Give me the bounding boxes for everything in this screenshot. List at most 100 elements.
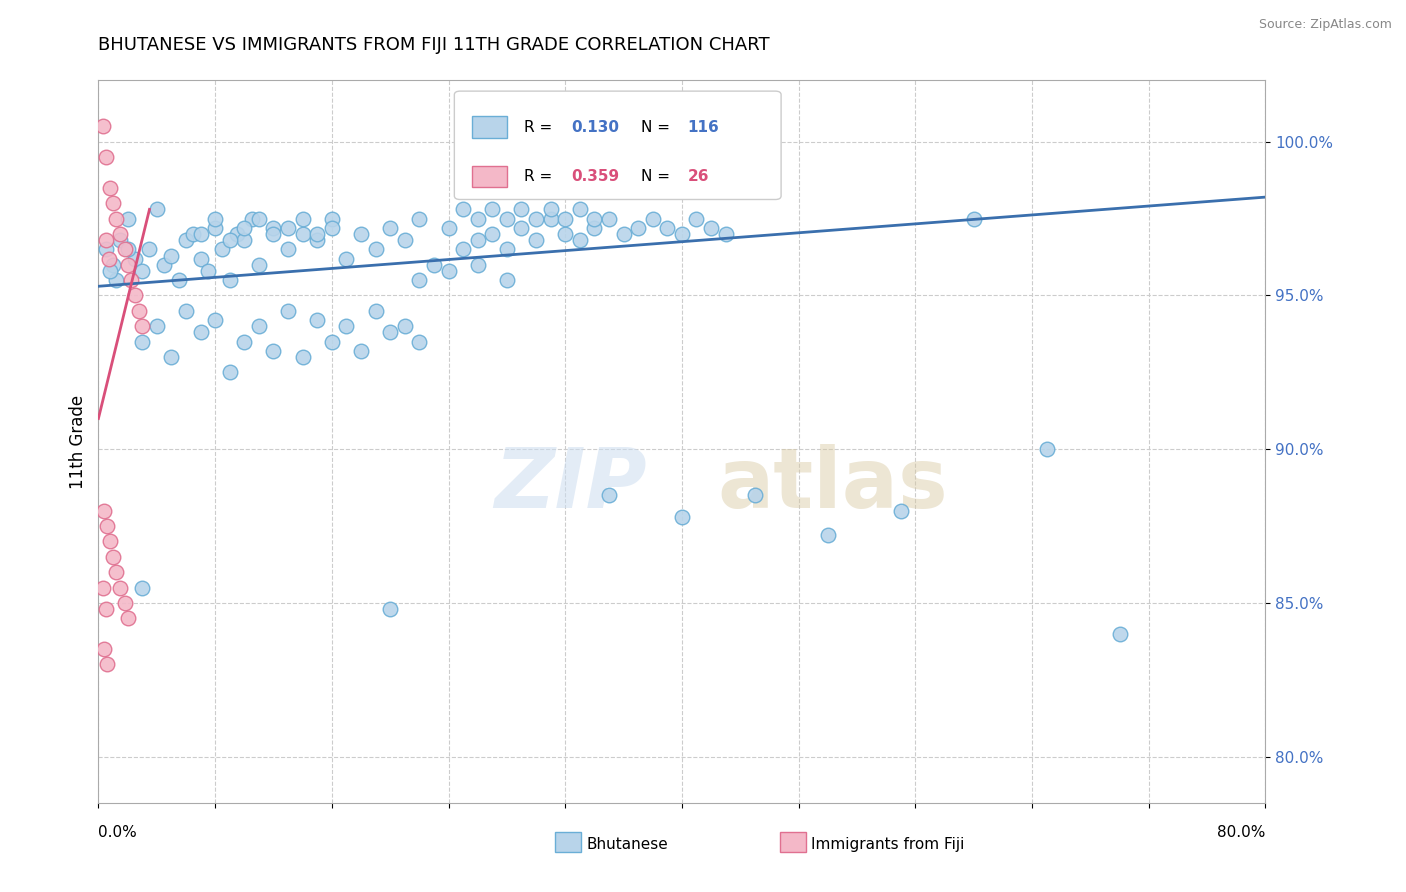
Point: [131, 264, 153, 278]
Point: [641, 211, 664, 226]
Point: [307, 227, 329, 241]
Point: [190, 326, 212, 340]
Point: [700, 220, 723, 235]
Point: [96, 657, 118, 672]
Point: [204, 313, 226, 327]
Point: [96, 519, 118, 533]
Point: [190, 227, 212, 241]
Point: [131, 334, 153, 349]
Point: [744, 488, 766, 502]
Point: [101, 549, 124, 564]
Point: [321, 211, 343, 226]
Point: [117, 258, 139, 272]
Point: [277, 220, 299, 235]
Point: [91, 581, 114, 595]
Point: [91, 120, 114, 134]
Point: [496, 243, 519, 257]
Text: 0.359: 0.359: [571, 169, 619, 184]
Point: [146, 319, 169, 334]
Point: [124, 252, 146, 266]
Point: [114, 243, 136, 257]
Point: [307, 233, 329, 247]
Point: [451, 202, 474, 217]
Text: N =: N =: [641, 169, 675, 184]
Point: [240, 211, 263, 226]
Text: 0.130: 0.130: [571, 120, 619, 135]
Point: [364, 243, 387, 257]
Point: [962, 211, 984, 226]
Point: [110, 581, 132, 595]
Point: [174, 233, 197, 247]
Point: [554, 211, 576, 226]
Point: [423, 258, 446, 272]
Point: [554, 227, 576, 241]
Point: [101, 196, 124, 211]
Point: [160, 350, 183, 364]
FancyBboxPatch shape: [472, 117, 508, 138]
Y-axis label: 11th Grade: 11th Grade: [69, 394, 87, 489]
Point: [131, 319, 153, 334]
Point: [98, 181, 121, 195]
Point: [138, 243, 160, 257]
Point: [890, 504, 912, 518]
Point: [335, 319, 357, 334]
Point: [467, 211, 489, 226]
Point: [128, 304, 150, 318]
Point: [263, 220, 285, 235]
Point: [467, 258, 489, 272]
Point: [437, 264, 460, 278]
Point: [93, 504, 115, 518]
Point: [510, 220, 533, 235]
Point: [540, 202, 562, 217]
Point: [524, 211, 547, 226]
Point: [350, 227, 373, 241]
Point: [104, 211, 127, 226]
Point: [613, 227, 636, 241]
Point: [160, 248, 183, 262]
Point: [153, 258, 176, 272]
Point: [247, 211, 270, 226]
Point: [364, 304, 387, 318]
Point: [291, 227, 314, 241]
Text: Immigrants from Fiji: Immigrants from Fiji: [811, 838, 965, 852]
Text: R =: R =: [524, 120, 558, 135]
Point: [98, 534, 121, 549]
Text: ZIP: ZIP: [495, 444, 647, 525]
Point: [380, 326, 402, 340]
Point: [204, 220, 226, 235]
Text: atlas: atlas: [717, 444, 948, 525]
Point: [146, 202, 169, 217]
Point: [110, 227, 132, 241]
Point: [671, 509, 693, 524]
Point: [117, 211, 139, 226]
Point: [181, 227, 204, 241]
Point: [247, 258, 270, 272]
Point: [408, 334, 430, 349]
Point: [131, 581, 153, 595]
Point: [104, 565, 127, 579]
Point: [540, 211, 562, 226]
Point: [94, 243, 117, 257]
Point: [394, 233, 416, 247]
Point: [101, 258, 124, 272]
Point: [408, 273, 430, 287]
Point: [226, 227, 249, 241]
Point: [380, 220, 402, 235]
Point: [204, 211, 226, 226]
Point: [408, 211, 430, 226]
Text: Source: ZipAtlas.com: Source: ZipAtlas.com: [1258, 18, 1392, 31]
Point: [321, 220, 343, 235]
Text: R =: R =: [524, 169, 558, 184]
Point: [211, 243, 233, 257]
Point: [104, 273, 127, 287]
Point: [94, 233, 117, 247]
Point: [583, 220, 606, 235]
Point: [496, 211, 519, 226]
Point: [94, 150, 117, 164]
Text: 26: 26: [688, 169, 709, 184]
Point: [94, 602, 117, 616]
Point: [380, 602, 402, 616]
Point: [335, 252, 357, 266]
Point: [197, 264, 219, 278]
Point: [481, 227, 503, 241]
